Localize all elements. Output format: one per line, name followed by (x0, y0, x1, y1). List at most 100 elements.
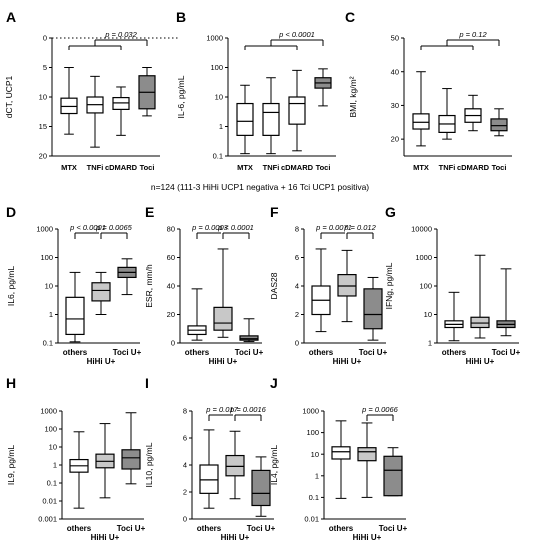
group-label: Toci U+ (113, 348, 142, 357)
y-tick-label: 10 (424, 310, 432, 319)
y-tick-label: 1 (219, 122, 223, 131)
box-toci (490, 108, 508, 137)
panel-f: F 0 2 4 6 8 DAS28 others Toci U+HiHi U+ p = 0.007… (269, 204, 388, 366)
y-tick-label: 0.01 (42, 497, 57, 506)
box-toci-u- (383, 447, 403, 497)
y-tick-label: 1 (53, 461, 57, 470)
box-others (331, 420, 351, 499)
box-others (69, 431, 89, 509)
box-iqr (470, 316, 490, 329)
box-iqr (199, 464, 219, 494)
y-tick-label: 0 (43, 34, 47, 43)
y-tick-label: 8 (295, 225, 299, 234)
y-tick-label: 0.1 (309, 493, 319, 502)
y-tick-label: 20 (391, 135, 399, 144)
box-hihi-u- (95, 423, 115, 499)
panel-label: I (145, 375, 149, 391)
box-toci-u- (239, 318, 259, 343)
y-tick-label: 0 (295, 339, 299, 348)
y-tick-label: 15 (39, 122, 47, 131)
panel-i: I 0 2 4 6 8 IL10, pg/mL others Toci U+HiHi U+ p =… (144, 375, 276, 542)
box-iqr (121, 449, 141, 470)
group-label: Toci U+ (247, 524, 276, 533)
box-cdmard (112, 86, 130, 136)
y-tick-label: 20 (167, 310, 175, 319)
y-tick-label: 1000 (302, 407, 319, 416)
y-tick-label: 0.01 (304, 515, 319, 524)
y-tick-label: 8 (183, 407, 187, 416)
y-tick-label: 10 (311, 450, 319, 459)
group-label: others (63, 348, 88, 357)
box-iqr (239, 335, 259, 341)
y-tick-label: 6 (295, 253, 299, 262)
y-axis-label: IL9, pg/mL (6, 445, 16, 485)
box-others (199, 429, 219, 509)
y-tick-label: 80 (167, 225, 175, 234)
box-iqr (288, 96, 306, 125)
panel-g: G 1 10 100 1000 10000 IFNg, pg/mL others Toci U+… (384, 204, 521, 366)
p-value-label: p < 0.0001 (217, 223, 254, 232)
box-toci (314, 68, 332, 107)
panel-j: J 0.01 0.1 1 10 100 1000 IL4, pg/mL others Toci U… (269, 375, 408, 542)
y-tick-label: 60 (167, 253, 175, 262)
group-label: Toci U+ (117, 524, 146, 533)
category-label: cDMARD (281, 163, 314, 172)
group-label: HiHi U+ (333, 357, 362, 366)
y-axis-label: ESR, mm/h (144, 264, 154, 308)
y-tick-label: 10 (45, 282, 53, 291)
y-axis-label: IL4, pg/mL (269, 445, 279, 485)
group-label: others (309, 348, 334, 357)
box-mtx (412, 71, 430, 147)
box-iqr (412, 113, 430, 130)
y-tick-label: 1000 (206, 34, 223, 43)
p-value-label: p = 0.012 (343, 223, 376, 232)
y-tick-label: 40 (167, 282, 175, 291)
panel-label: G (385, 204, 396, 220)
p-value-label: p = 0.0065 (95, 223, 132, 232)
box-iqr (213, 306, 233, 331)
p-value-label: p = 0.032 (104, 30, 137, 39)
y-tick-label: 20 (39, 152, 47, 161)
y-tick-label: 10 (39, 93, 47, 102)
box-iqr (262, 102, 280, 136)
group-label: Toci U+ (379, 524, 408, 533)
category-label: TNFi (87, 163, 104, 172)
box-tnfi (438, 88, 456, 140)
y-tick-label: 1 (49, 310, 53, 319)
group-label: HiHi U+ (353, 533, 382, 542)
y-tick-label: 100 (210, 63, 223, 72)
box-toci-u- (121, 412, 141, 485)
y-tick-label: 4 (183, 461, 187, 470)
category-label: cDMARD (457, 163, 490, 172)
panel-label: B (176, 9, 186, 25)
figure-note: n=124 (111-3 HiHi UCP1 negativa + 16 Tci… (151, 182, 369, 192)
panel-label: E (145, 204, 154, 220)
y-tick-label: 100 (40, 253, 53, 262)
box-iqr (337, 274, 357, 297)
panel-label: D (6, 204, 16, 220)
panel-a: A 0 5 10 15 20 dCT, UCP1 MTX TNFi cDMARD Toci p = 0… (4, 9, 180, 172)
y-tick-label: 1 (428, 339, 432, 348)
p-value-label: p = 0.0066 (361, 405, 398, 414)
box-hihi-u- (91, 271, 111, 315)
group-label: Toci U+ (359, 348, 388, 357)
box-tnfi (86, 75, 104, 148)
group-label: Toci U+ (235, 348, 264, 357)
p-value-label: p = 0.0016 (229, 405, 266, 414)
y-tick-label: 1000 (415, 253, 432, 262)
y-axis-label: IFNg, pg/mL (384, 262, 394, 309)
category-label: Toci (492, 163, 507, 172)
group-label: HiHi U+ (87, 357, 116, 366)
y-tick-label: 1 (315, 471, 319, 480)
box-iqr (236, 102, 254, 136)
y-tick-label: 2 (183, 488, 187, 497)
box-mtx (236, 84, 254, 155)
box-others (311, 248, 331, 333)
y-tick-label: 10000 (411, 225, 432, 234)
p-value-label: p < 0.0001 (69, 223, 106, 232)
panel-label: A (6, 9, 16, 25)
box-toci-u- (363, 276, 383, 341)
p-value-label: p = 0.12 (458, 30, 487, 39)
group-label: others (185, 348, 210, 357)
